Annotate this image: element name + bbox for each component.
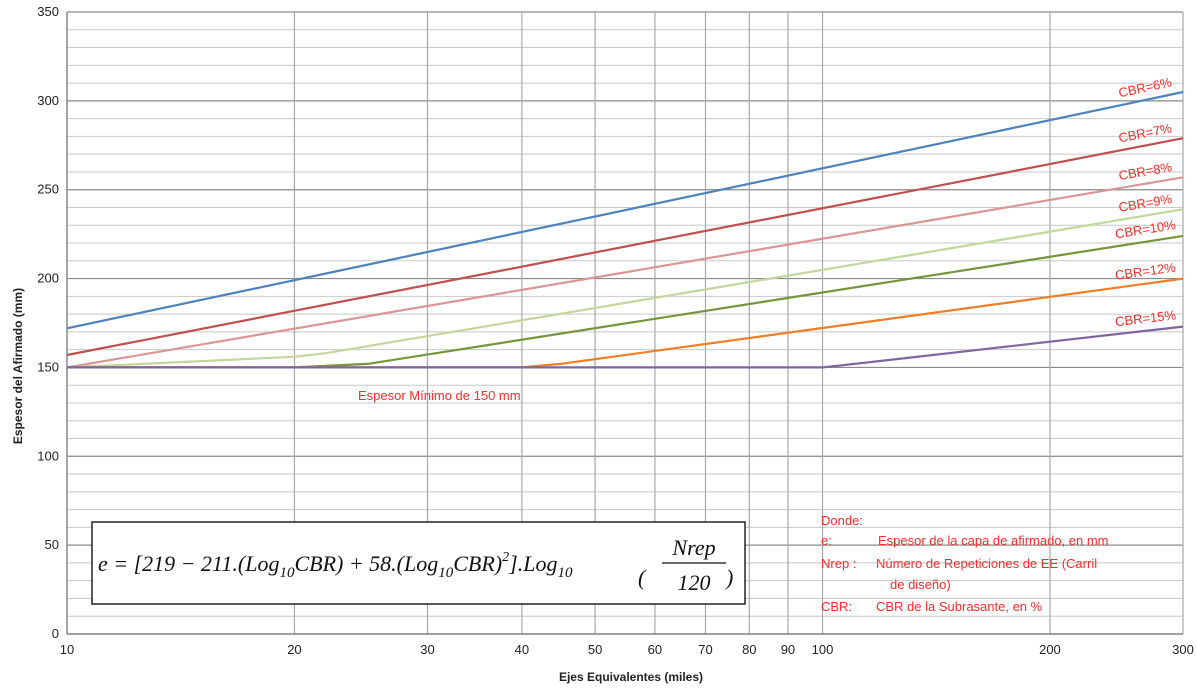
- formula-right-paren: ): [724, 565, 733, 590]
- series-layer: [66, 90, 1184, 369]
- y-tick-label: 50: [45, 537, 59, 552]
- series-labels: CBR=6%CBR=7%CBR=8%CBR=9%CBR=10%CBR=12%CB…: [1114, 74, 1177, 329]
- defs-n-val: Número de Repeticiones de EE (Carril: [876, 556, 1097, 571]
- series-line: [66, 90, 1184, 330]
- x-tick-label: 10: [60, 642, 74, 657]
- y-tick-label: 300: [37, 93, 59, 108]
- series-label: CBR=12%: [1114, 260, 1177, 283]
- x-axis-title: Ejes Equivalentes (miles): [559, 670, 703, 684]
- x-tick-label: 70: [698, 642, 712, 657]
- y-tick-label: 250: [37, 182, 59, 197]
- defs-c-key: CBR:: [821, 599, 852, 614]
- y-tick-label: 150: [37, 359, 59, 374]
- x-tick-label: 50: [588, 642, 602, 657]
- defs-title: Donde:: [821, 513, 863, 528]
- y-tick-label: 200: [37, 271, 59, 286]
- min-thickness-annotation: Espesor Mínimo de 150 mm: [358, 388, 521, 403]
- series-line: [66, 176, 1184, 369]
- y-axis-title: Espesor del Afirmado (mm): [11, 288, 25, 444]
- defs-n-key: Nrep :: [821, 556, 856, 571]
- x-tick-label: 20: [287, 642, 301, 657]
- y-tick-label: 0: [52, 626, 59, 641]
- x-tick-label: 40: [515, 642, 529, 657]
- series-line: [66, 137, 1184, 357]
- grid-minor: [67, 29, 1183, 617]
- formula-left-paren: (: [638, 565, 647, 590]
- x-tick-label: 90: [781, 642, 795, 657]
- series-line: [66, 208, 1184, 369]
- y-tick-label: 350: [37, 4, 59, 19]
- defs-c-val: CBR de la Subrasante, en %: [876, 599, 1043, 614]
- formula-box: e = [219 − 211.(Log10CBR) + 58.(Log10CBR…: [91, 521, 746, 605]
- defs-n-val2: de diseño): [890, 577, 951, 592]
- x-tick-label: 80: [742, 642, 756, 657]
- x-tick-label: 200: [1039, 642, 1061, 657]
- x-tick-label: 60: [648, 642, 662, 657]
- series-label: CBR=15%: [1114, 307, 1177, 329]
- x-tick-label: 30: [420, 642, 434, 657]
- defs-e-val: Espesor de la capa de afirmado, en mm: [878, 533, 1109, 548]
- formula-text: e = [219 − 211.(Log10CBR) + 58.(Log10CBR…: [98, 550, 573, 581]
- series-line: [67, 325, 1184, 369]
- x-tick-label: 300: [1172, 642, 1194, 657]
- tick-labels: 10 20 30 40 50 60 70 80 90 100 200 300 0 50 100 150 200 2…: [37, 4, 1194, 657]
- x-tick-label: 100: [812, 642, 834, 657]
- defs-e-key: e:: [821, 533, 832, 548]
- y-tick-label: 100: [37, 448, 59, 463]
- formula-numerator: Nrep: [671, 535, 715, 560]
- formula-denominator: 120: [678, 570, 711, 595]
